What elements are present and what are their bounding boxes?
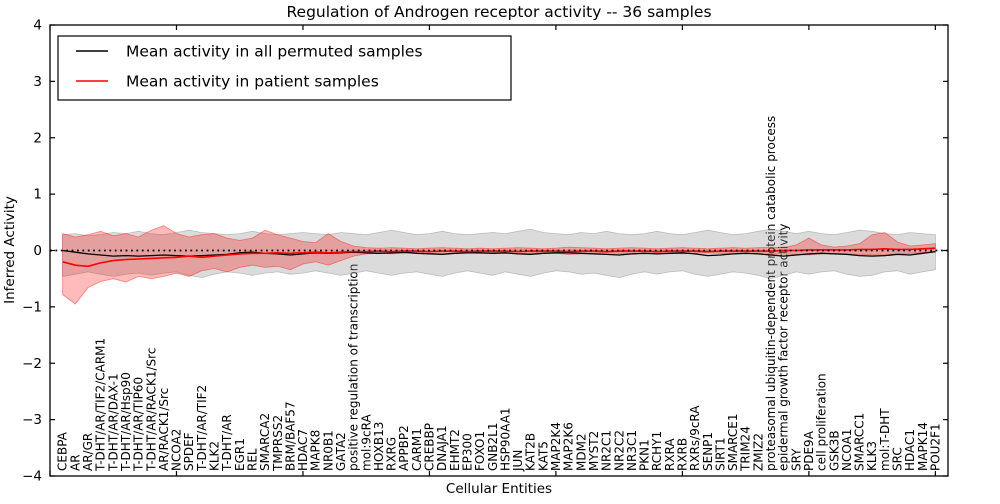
x-category-label: CREBBP [422,423,436,471]
x-category-label: T-DHT/AR/DAX-1 [106,373,120,472]
y-tick-label: 2 [33,130,42,146]
x-category-label: TMPRSS2 [271,415,285,472]
x-category-label: T-DHT/AR/Hsp90 [119,372,133,472]
x-category-label: CARM1 [410,428,424,471]
y-tick-label: −3 [22,412,42,428]
y-tick-label: 4 [33,18,42,34]
y-tick-label: 0 [33,243,42,259]
x-category-label: MYST2 [587,431,601,471]
x-category-label: PKN1 [638,439,652,471]
x-axis-label: Cellular Entities [446,481,552,497]
x-category-label: MAP2K4 [549,422,563,471]
x-category-label: HOXB13 [372,422,386,471]
legend-label-patient: Mean activity in patient samples [126,73,379,91]
x-category-label: SPDEF [182,432,196,471]
x-category-label: KAT5 [536,441,550,471]
legend-box [57,35,512,101]
legend-label-permuted: Mean activity in all permuted samples [126,43,423,61]
plot-title: Regulation of Androgen receptor activity… [286,3,711,21]
x-category-label: POU2F1 [928,423,942,471]
x-category-label: mol:T-DHT [878,408,892,471]
y-tick-label: −2 [22,356,42,372]
x-category-label: positive regulation of transcription [347,264,361,471]
x-category-label: NR0B1 [321,430,335,471]
x-category-label: TRIM24 [739,426,753,472]
x-category-label: RXRA [663,438,677,471]
y-axis-label: Inferred Activity [2,196,18,304]
x-category-label: HSP90AA1 [498,407,512,471]
x-category-label: proteasomal ubiquitin-dependent protein … [764,116,778,471]
x-category-label: MAP2K6 [562,422,576,471]
x-category-label: GNB2L1 [486,423,500,471]
x-category-label: RXRs/9cRA [688,405,702,471]
x-category-label: T-DHT/AR/TIF2 [195,385,209,472]
x-category-label: MAPK14 [916,422,930,471]
x-category-label: ZMIZ2 [751,433,765,471]
x-category-label: SENP1 [701,432,715,471]
x-category-label: DNAJA1 [435,425,449,471]
x-category-label: FOXO1 [473,431,487,471]
x-category-label: REL [245,448,259,471]
y-tick-label: −4 [22,469,42,485]
x-category-label: T-DHT/AR/RACK1/Src [144,348,158,472]
x-category-label: SIRT1 [713,437,727,471]
mean-line [62,249,936,257]
std-band [62,228,936,280]
x-category-label: EGR1 [233,438,247,471]
axis-ticks: 4 3 2 1 0 −1 −2 −3 −4 [22,18,948,485]
x-category-label: BRM/BAF57 [283,401,297,471]
x-category-label: RCHY1 [650,431,664,471]
x-category-label: NR2C1 [600,430,614,471]
y-tick-label: 1 [33,187,42,203]
x-category-label: NR3C1 [625,430,639,471]
x-category-label: GATA2 [334,432,348,471]
x-category-label: SMARCE1 [726,413,740,471]
x-category-label: CEBPA [56,431,70,471]
x-category-label: APPBP2 [397,425,411,471]
x-category-label: SRC [890,447,904,471]
x-category-label: AR/GR [81,433,95,471]
x-category-label: T-DHT/AR [220,414,234,472]
x-category-label: EHMT2 [448,429,462,471]
x-category-label: SMARCA2 [258,413,272,471]
x-category-label: T-DHT/AR/TIP60 [132,377,146,472]
std-bands [62,225,936,305]
y-tick-label: −1 [22,299,42,315]
x-category-label: cell proliferation [815,373,829,471]
x-category-label: NCOA2 [170,429,184,471]
x-category-label: MDM2 [574,433,588,471]
x-category-label: MAPK8 [309,430,323,471]
y-tick-label: 3 [33,74,42,90]
legend: Mean activity in all permuted samples Me… [57,35,512,101]
x-category-label: PDE9A [802,430,816,471]
x-category-label: NR2C2 [612,430,626,471]
x-category-label: KAT2B [524,433,538,471]
x-category-label: AR [68,454,82,471]
x-category-label: NCOA1 [840,429,854,471]
x-category-label: AR/RACK1/Src [157,388,171,471]
x-category-label: RXRB [675,438,689,471]
x-category-labels: CEBPAARAR/GRT-DHT/AR/TIF2/CARM1T-DHT/AR/… [56,116,943,472]
x-category-label: T-DHT/AR/TIF2/CARM1 [94,338,108,472]
x-category-label: HDAC1 [903,429,917,471]
x-category-label: JUN [511,450,525,472]
x-category-label: SMARCC1 [853,413,867,471]
x-category-label: KLK2 [207,441,221,471]
x-category-label: GSK3B [827,430,841,471]
x-category-label: SRY [789,448,803,471]
x-category-label: HDAC7 [296,429,310,471]
x-category-label: EP300 [460,433,474,471]
x-category-label: mol:9cRA [359,414,373,471]
x-category-label: epidermal growth factor receptor activit… [777,224,791,471]
x-category-label: KLK3 [865,441,879,471]
x-category-label: RXRG [385,437,399,471]
